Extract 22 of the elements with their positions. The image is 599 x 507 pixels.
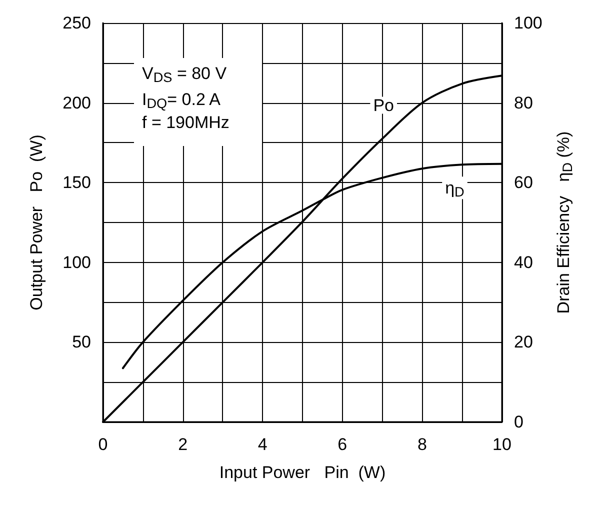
y-tick-label: 50 [72, 332, 91, 352]
y2-axis-title: Drain Efficiency ηD (%) [554, 131, 575, 314]
y2-tick-label: 80 [514, 93, 533, 112]
y2-tick-label: 100 [514, 14, 542, 32]
annotation: f = 190MHz [142, 113, 230, 132]
x-axis-title: Input Power Pin (W) [219, 463, 386, 482]
x-tick-label: 10 [492, 435, 512, 454]
y-tick-label: 200 [62, 93, 91, 112]
y2-tick-label: 60 [514, 173, 533, 192]
y-tick-label: 250 [62, 14, 91, 32]
x-tick-label: 6 [338, 435, 348, 454]
x-tick-label: 2 [178, 435, 188, 454]
series-label: Po [373, 96, 394, 115]
y2-tick-label: 40 [514, 252, 533, 272]
x-tick-label: 8 [417, 435, 427, 454]
y-axis-title: Output Power Po (W) [27, 134, 46, 310]
x-tick-label: 0 [98, 435, 108, 454]
y-tick-label: 150 [62, 173, 91, 192]
y2-tick-label: 0 [514, 412, 524, 432]
x-tick-label: 4 [258, 435, 268, 454]
y2-tick-label: 20 [514, 332, 533, 352]
y-tick-label: 100 [62, 252, 91, 272]
